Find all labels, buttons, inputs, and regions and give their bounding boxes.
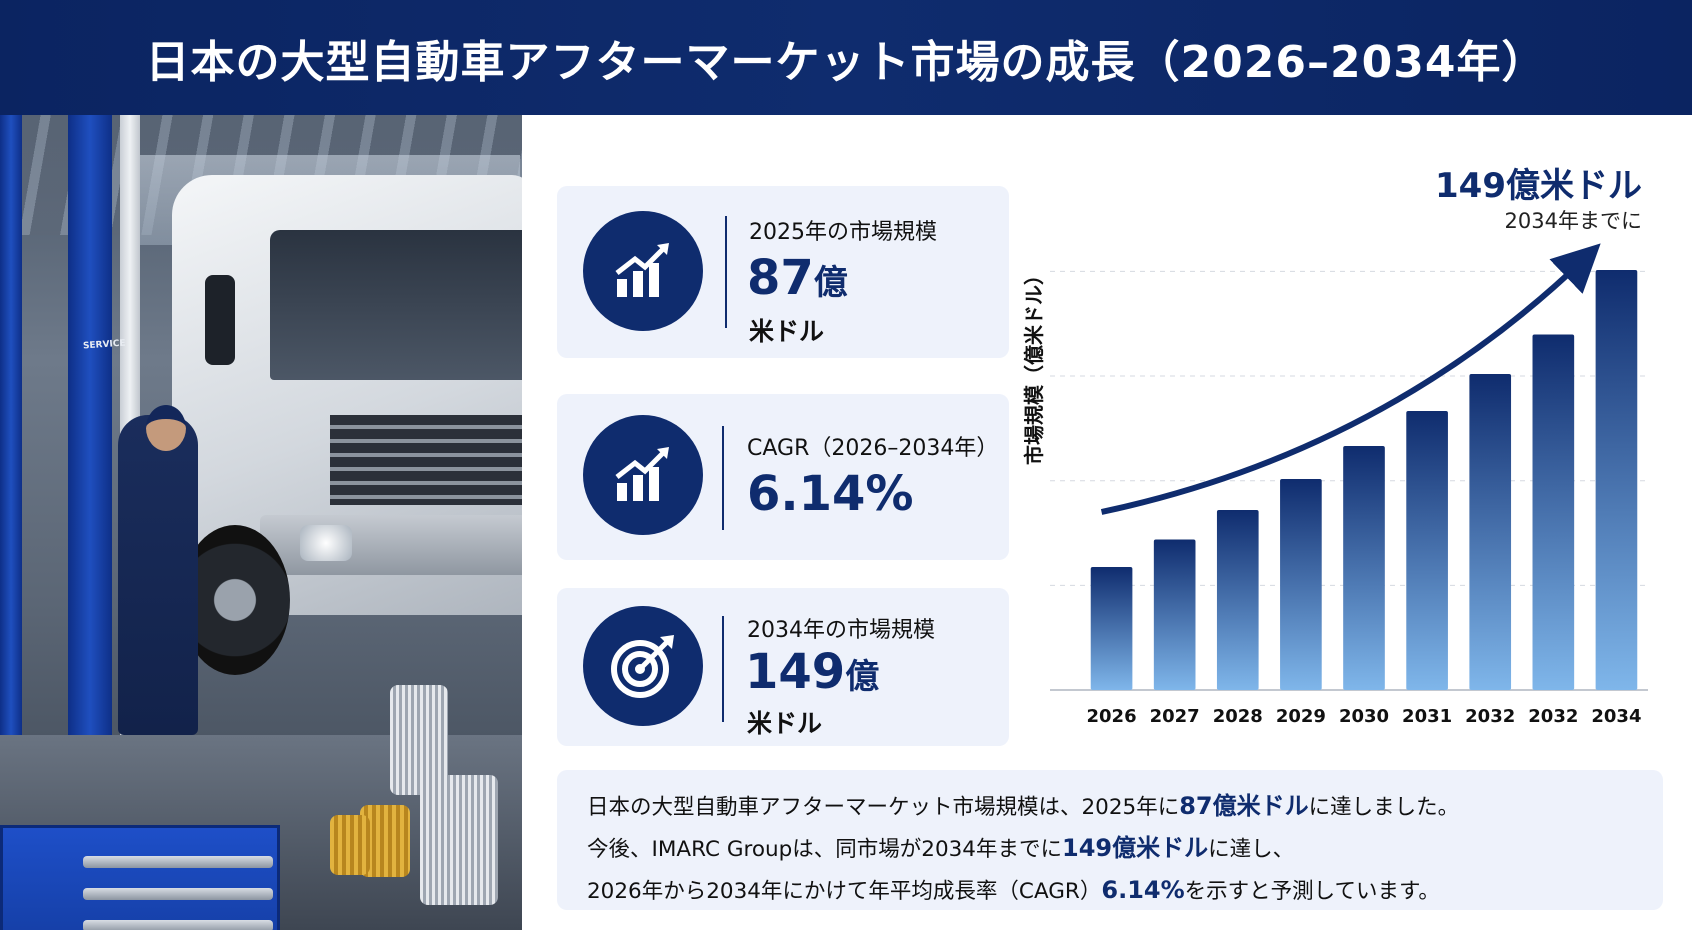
photo-truck-headlamp xyxy=(300,525,352,561)
bar-2031 xyxy=(1406,411,1448,690)
bar-2026 xyxy=(1090,567,1133,690)
photo-drawer xyxy=(83,920,273,930)
card-label: 2025年の市場規模 xyxy=(749,220,937,245)
card-value: 149億 xyxy=(745,644,880,700)
summary-line: 2026年から2034年にかけて年平均成長率（CAGR）6.14%を示すと予測し… xyxy=(587,876,1440,904)
photo-mechanic xyxy=(118,415,198,735)
card-value: 6.14% xyxy=(747,466,914,522)
photo-truck-grille xyxy=(330,415,522,505)
kpi-card-market-size-2034: 2034年の市場規模 149億 米ドル xyxy=(557,588,1009,746)
bar-2032 xyxy=(1532,334,1575,690)
chart-subtitle: 2034年までに xyxy=(1504,209,1642,233)
chart-plot: 2026 2027 2028 2029 2030 2031 2032 2032 2034 xyxy=(1050,243,1648,727)
card-value: 87億 xyxy=(747,250,848,306)
card-divider xyxy=(722,616,724,722)
chart-title: 149億米ドル xyxy=(1435,166,1642,206)
summary-line: 今後、IMARC Groupは、同市場が2034年までに149億米ドルに達し、 xyxy=(587,834,1295,862)
kpi-card-market-size-2025: 2025年の市場規模 87億 米ドル xyxy=(557,186,1009,358)
photo-truck-mirror xyxy=(205,275,235,365)
photo-mechanic-head xyxy=(146,405,186,451)
photo-tool-cabinet xyxy=(0,825,280,930)
market-growth-chart: 149億米ドル 2034年までに 市場規模（億米ドル） 2026 2027 2028… xyxy=(1022,140,1680,740)
kpi-card-cagr: CAGR（2026–2034年） 6.14% xyxy=(557,394,1009,560)
x-tick-label: 2026 xyxy=(1087,706,1137,727)
x-tick-label: 2034 xyxy=(1591,706,1641,727)
photo-air-filter xyxy=(420,775,498,905)
photo-truck-wheel xyxy=(180,525,290,675)
bar-chart-growth-icon xyxy=(583,415,703,535)
photo-drawer xyxy=(83,856,273,868)
x-tick-label: 2032 xyxy=(1465,706,1515,727)
photo-lift-pillar xyxy=(0,115,22,775)
card-divider xyxy=(722,426,724,530)
trend-arrow xyxy=(1100,243,1601,515)
card-label: CAGR（2026–2034年） xyxy=(747,436,999,461)
photo-drawer xyxy=(83,888,273,900)
summary-box: 日本の大型自動車アフターマーケット市場規模は、2025年に87億米ドルに達しまし… xyxy=(557,770,1663,910)
x-tick-label: 2029 xyxy=(1276,706,1326,727)
card-divider xyxy=(725,216,727,328)
card-unit-label: 米ドル xyxy=(749,317,825,346)
summary-line: 日本の大型自動車アフターマーケット市場規模は、2025年に87億米ドルに達しまし… xyxy=(587,792,1460,820)
bar-chart-growth-icon xyxy=(583,211,703,331)
x-tick-label: 2031 xyxy=(1402,706,1452,727)
card-label: 2034年の市場規模 xyxy=(747,618,935,643)
photo-lift-pillar xyxy=(68,115,112,775)
bar-2027 xyxy=(1153,539,1196,690)
x-tick-label: 2032 xyxy=(1528,706,1578,727)
target-icon xyxy=(583,606,703,726)
bar-2028 xyxy=(1216,510,1259,690)
workshop-photo: SERVICE xyxy=(0,115,522,930)
photo-truck-windshield xyxy=(270,230,522,380)
x-tick-label: 2030 xyxy=(1339,706,1389,727)
photo-oil-filter xyxy=(330,815,370,875)
x-tick-label: 2027 xyxy=(1150,706,1200,727)
page-title: 日本の大型自動車アフターマーケット市場の成長（2026–2034年） xyxy=(145,36,1547,88)
x-tick-label: 2028 xyxy=(1213,706,1263,727)
header-banner: 日本の大型自動車アフターマーケット市場の成長（2026–2034年） xyxy=(0,0,1692,115)
bar-2029 xyxy=(1280,479,1322,690)
bar-2034 xyxy=(1595,270,1638,690)
card-unit-label: 米ドル xyxy=(747,709,823,738)
bar-2032 xyxy=(1469,374,1512,690)
bar-2030 xyxy=(1343,446,1385,690)
